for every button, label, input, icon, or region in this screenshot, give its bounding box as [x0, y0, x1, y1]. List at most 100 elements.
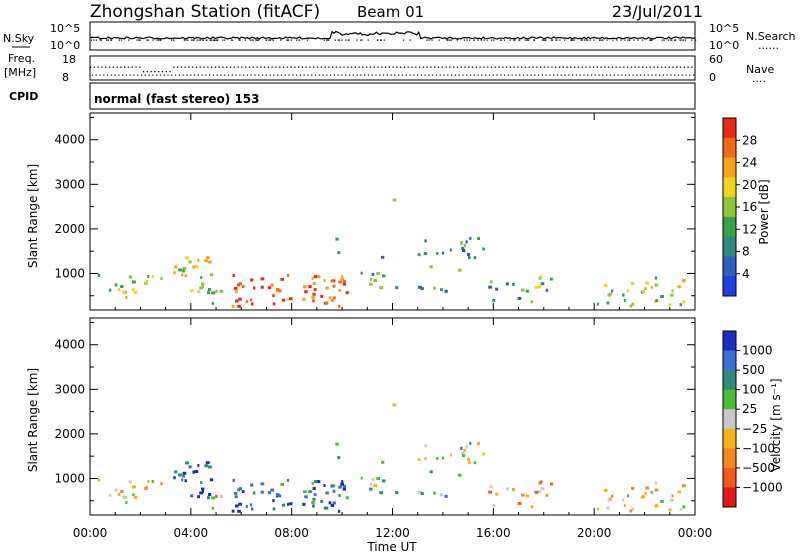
velocity-cell: [440, 493, 443, 497]
velocity-cell: [313, 493, 317, 497]
search-count-point: [269, 39, 271, 41]
search-count-point: [446, 39, 448, 41]
velocity-cell: [460, 446, 463, 450]
power-cell: [463, 244, 466, 248]
frequency-point: [509, 66, 512, 68]
nave-point: [447, 74, 449, 76]
nave-point: [424, 74, 426, 76]
search-count-point: [244, 39, 247, 41]
frequency-point: [161, 71, 164, 73]
velocity-cell: [395, 491, 399, 495]
nave-point: [643, 74, 646, 76]
frequency-point: [256, 66, 258, 68]
velocity-cell: [314, 480, 318, 484]
x-tick-label: 20:00: [577, 526, 612, 540]
power-cell: [539, 275, 543, 279]
frequency-point: [260, 66, 262, 68]
nave-point: [401, 74, 404, 76]
frequency-point: [645, 66, 648, 68]
power-cell: [335, 237, 339, 241]
nave-point: [91, 74, 93, 76]
search-count-point: [257, 39, 259, 41]
velocity-cell: [332, 489, 336, 493]
power-cell: [668, 303, 672, 307]
search-count-point: [544, 39, 546, 41]
velocity-cell: [160, 482, 163, 486]
nave-point: [420, 74, 422, 76]
search-count-point: [99, 39, 101, 41]
frequency-point: [539, 66, 542, 68]
nave-point: [689, 74, 691, 76]
search-count-point: [572, 39, 574, 41]
nave-point: [572, 74, 574, 76]
nave-point: [405, 74, 407, 76]
power-cell: [603, 283, 608, 287]
search-count-point: [107, 39, 109, 41]
date-label: 23/Jul/2011: [612, 2, 703, 21]
nave-point: [277, 74, 279, 76]
search-count-point: [545, 39, 547, 41]
velocity-cell: [677, 490, 681, 494]
velocity-cell: [424, 444, 427, 448]
cpid-panel: [89, 82, 696, 110]
colorbar-segment: [723, 216, 736, 238]
velocity-cell: [461, 451, 465, 455]
power-cell: [232, 273, 235, 277]
velocity-cell: [337, 456, 341, 460]
power-cell: [200, 282, 205, 286]
power-cell: [286, 297, 290, 301]
search-count-point: [583, 39, 586, 41]
search-count-point: [138, 39, 140, 41]
frequency-point: [551, 66, 553, 68]
power-cell: [238, 297, 242, 301]
search-count-point: [480, 39, 482, 41]
nave-point: [303, 74, 305, 76]
power-cell: [200, 275, 203, 279]
nave-point: [507, 74, 509, 76]
power-cell: [181, 273, 184, 277]
time-axis-label: Time UT: [366, 540, 417, 554]
nave-point: [348, 74, 351, 76]
velocity-cell: [330, 503, 335, 507]
frequency-point: [634, 66, 636, 68]
power-cell: [197, 258, 200, 262]
velocity-cell: [392, 403, 397, 407]
frequency-point: [237, 66, 239, 68]
search-count-point: [620, 39, 622, 41]
search-count-point: [612, 39, 614, 41]
power-cell: [654, 283, 659, 287]
velocity-cell: [373, 484, 378, 488]
velocity-cell: [488, 490, 493, 494]
search-count-point: [376, 39, 378, 41]
search-count-point: [682, 39, 684, 41]
velocity-cell: [337, 509, 341, 513]
power-cell: [340, 277, 345, 281]
power-cell: [235, 299, 239, 303]
nave-point: [295, 74, 298, 76]
search-count-point: [231, 39, 233, 41]
power-cell: [211, 301, 214, 305]
frequency-point: [305, 66, 307, 68]
power-cell: [304, 290, 308, 294]
search-count-point: [428, 39, 430, 41]
search-count-point: [661, 39, 664, 41]
power-cell: [433, 286, 436, 290]
frequency-point: [120, 66, 122, 68]
velocity-cell: [249, 503, 253, 507]
search-count-point: [551, 39, 554, 41]
nave-point: [379, 74, 381, 76]
frequency-point: [430, 66, 432, 68]
power-cell: [125, 295, 128, 299]
colorbar-tick-label: 25: [742, 402, 757, 416]
frequency-point: [664, 66, 667, 68]
search-count-point: [158, 39, 160, 41]
nave-point: [382, 74, 385, 76]
power-cell: [342, 279, 347, 283]
power-cell: [629, 304, 633, 308]
search-count-point: [503, 39, 506, 41]
nave-point: [549, 74, 551, 76]
velocity-cell: [417, 458, 421, 462]
power-cell: [540, 282, 545, 286]
velocity-cell: [332, 501, 336, 505]
nave-point: [133, 74, 135, 76]
